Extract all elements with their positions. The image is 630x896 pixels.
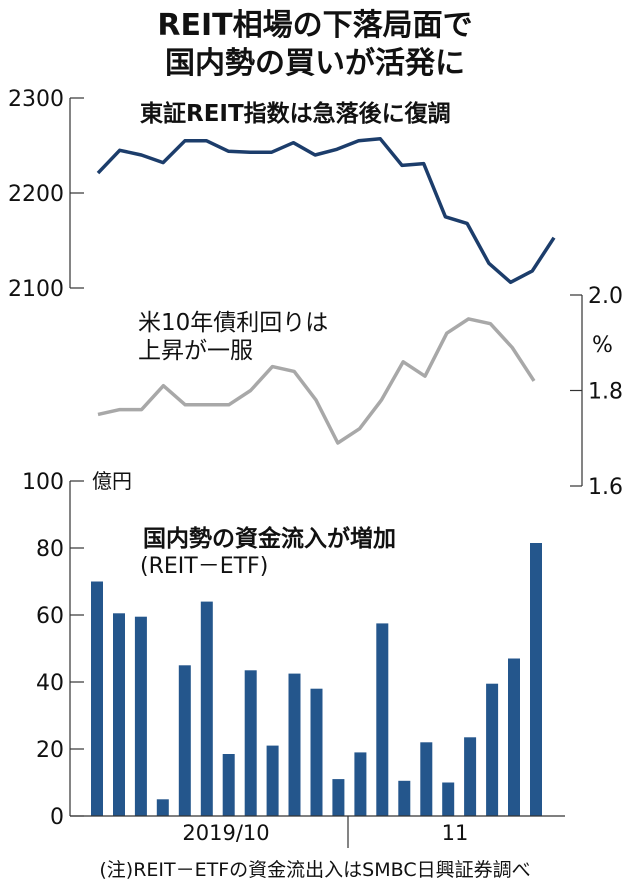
chart-title-line2: 国内勢の買いが活発に	[165, 46, 465, 81]
x-tick-label: 11	[442, 821, 469, 845]
yield-tick-label: 1.8	[588, 380, 623, 405]
reit-tick-label: 2200	[8, 182, 64, 207]
bar	[222, 754, 235, 816]
bar	[420, 742, 433, 816]
bar-tick-label: 60	[36, 604, 64, 629]
bar	[464, 737, 477, 816]
bar	[376, 623, 389, 816]
bar	[486, 683, 499, 816]
bar	[310, 688, 323, 816]
bar	[530, 543, 542, 816]
x-tick-label: 2019/10	[182, 821, 269, 845]
yield-line	[97, 317, 536, 445]
reit-tick-label: 2100	[8, 277, 64, 302]
yield-tick-label: 1.6	[588, 475, 623, 500]
bar	[244, 670, 257, 816]
bar-tick-label: 40	[36, 671, 64, 696]
bar-tick-label: 20	[36, 738, 64, 763]
bar	[442, 782, 455, 816]
bar	[288, 673, 301, 816]
footnote: (注)REIT－ETFの資金流出入はSMBC日興証券調べ	[99, 859, 530, 881]
bar-tick-label: 0	[50, 805, 64, 830]
bar-tick-label: 80	[36, 537, 64, 562]
yield-series-title-line1: 米10年債利回りは	[138, 310, 328, 336]
yield-tick-label: 2.0	[588, 284, 623, 309]
bar	[200, 601, 213, 816]
bar	[113, 613, 125, 816]
bar	[398, 780, 411, 816]
bar-tick-label: 100	[22, 470, 64, 495]
yield-unit-label: %	[592, 333, 613, 358]
bar	[178, 665, 191, 817]
bar	[91, 581, 103, 816]
bar	[266, 745, 279, 816]
bar-series-subtitle: (REIT－ETF)	[140, 554, 268, 579]
reit-index-line	[96, 137, 556, 285]
chart-title-line1: REIT相場の下落局面で	[157, 8, 473, 43]
bar-unit-label: 億円	[92, 469, 132, 493]
bar-series-title: 国内勢の資金流入が増加	[143, 525, 396, 552]
bar	[354, 752, 367, 816]
reit-series-title: 東証REIT指数は急落後に復調	[140, 100, 451, 127]
bar	[508, 658, 520, 816]
reit-tick-label: 2300	[8, 87, 64, 112]
bar	[134, 616, 147, 816]
bar	[332, 779, 345, 816]
bar	[156, 799, 169, 817]
yield-series-title-line2: 上昇が一服	[138, 338, 253, 364]
